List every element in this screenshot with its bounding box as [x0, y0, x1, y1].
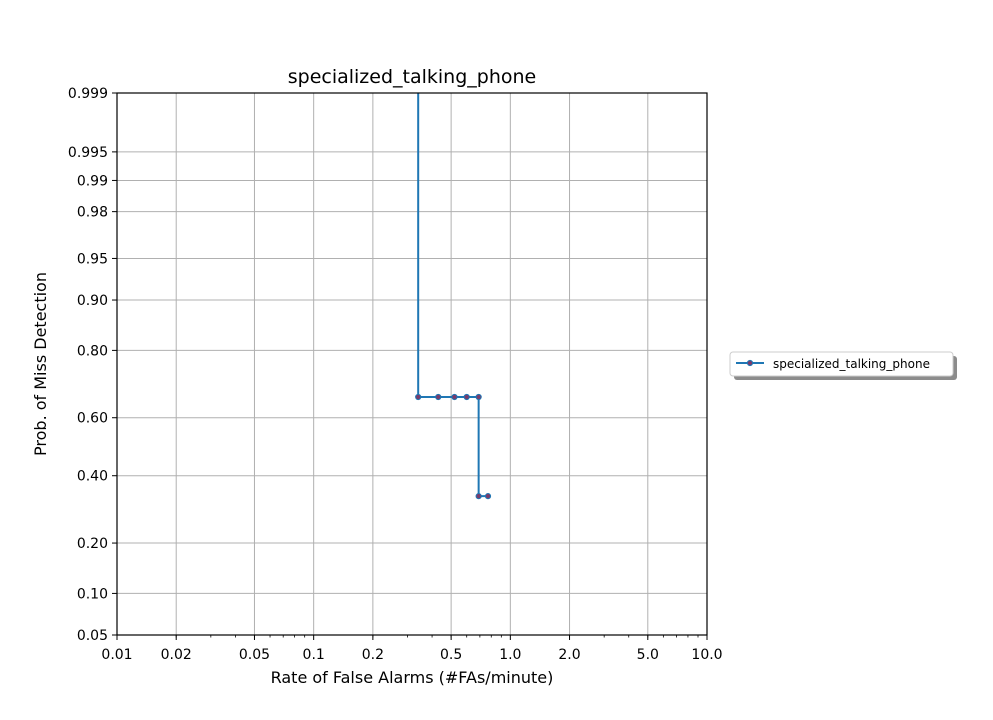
- y-tick-label: 0.60: [77, 411, 108, 427]
- x-tick-label: 0.1: [303, 647, 325, 663]
- y-tick-label: 0.98: [77, 205, 108, 221]
- chart-title: specialized_talking_phone: [288, 66, 537, 88]
- x-axis-label: Rate of False Alarms (#FAs/minute): [271, 668, 554, 687]
- legend-marker-swatch: [746, 359, 754, 367]
- x-tick-label: 0.2: [362, 647, 384, 663]
- data-point: [475, 393, 482, 401]
- data-point: [463, 393, 470, 401]
- y-tick-label: 0.80: [77, 343, 108, 359]
- data-point: [475, 493, 482, 500]
- y-axis-ticks: 0.05 0.10 0.20 0.40 0.60 0.80 0.90 0.95 0.98 0.99…: [68, 86, 117, 644]
- x-tick-label: 0.01: [101, 647, 132, 663]
- y-tick-label: 0.999: [68, 86, 108, 102]
- x-tick-label: 0.02: [161, 647, 192, 663]
- grid: [116, 92, 708, 636]
- data-point: [451, 393, 458, 401]
- x-tick-label: 10.0: [691, 647, 722, 663]
- series-line: [417, 93, 489, 498]
- series-layer: [415, 93, 492, 500]
- legend: specialized_talking_phone: [729, 351, 957, 380]
- x-tick-label: 0.5: [440, 647, 462, 663]
- y-axis-label: Prob. of Miss Detection: [31, 272, 50, 456]
- y-tick-label: 0.99: [77, 173, 108, 189]
- data-point: [484, 493, 492, 500]
- y-tick-label: 0.10: [77, 586, 108, 602]
- data-point: [435, 393, 442, 401]
- y-tick-label: 0.90: [77, 293, 108, 309]
- y-tick-label: 0.05: [77, 628, 108, 644]
- y-tick-label: 0.995: [68, 145, 108, 161]
- data-point: [415, 393, 422, 401]
- x-tick-label: 1.0: [499, 647, 521, 663]
- plot-frame: [116, 92, 708, 636]
- y-tick-label: 0.40: [77, 469, 108, 485]
- x-tick-label: 5.0: [637, 647, 659, 663]
- legend-box: [729, 351, 954, 377]
- y-tick-label: 0.20: [77, 536, 108, 552]
- x-axis-ticks: 0.01 0.02 0.05 0.1 0.2 0.5 1.0 2.0 5.0 10.0: [101, 635, 723, 663]
- x-tick-label: 0.05: [239, 647, 270, 663]
- legend-entry-label: specialized_talking_phone: [773, 357, 930, 371]
- x-tick-label: 2.0: [558, 647, 580, 663]
- y-tick-label: 0.95: [77, 251, 108, 267]
